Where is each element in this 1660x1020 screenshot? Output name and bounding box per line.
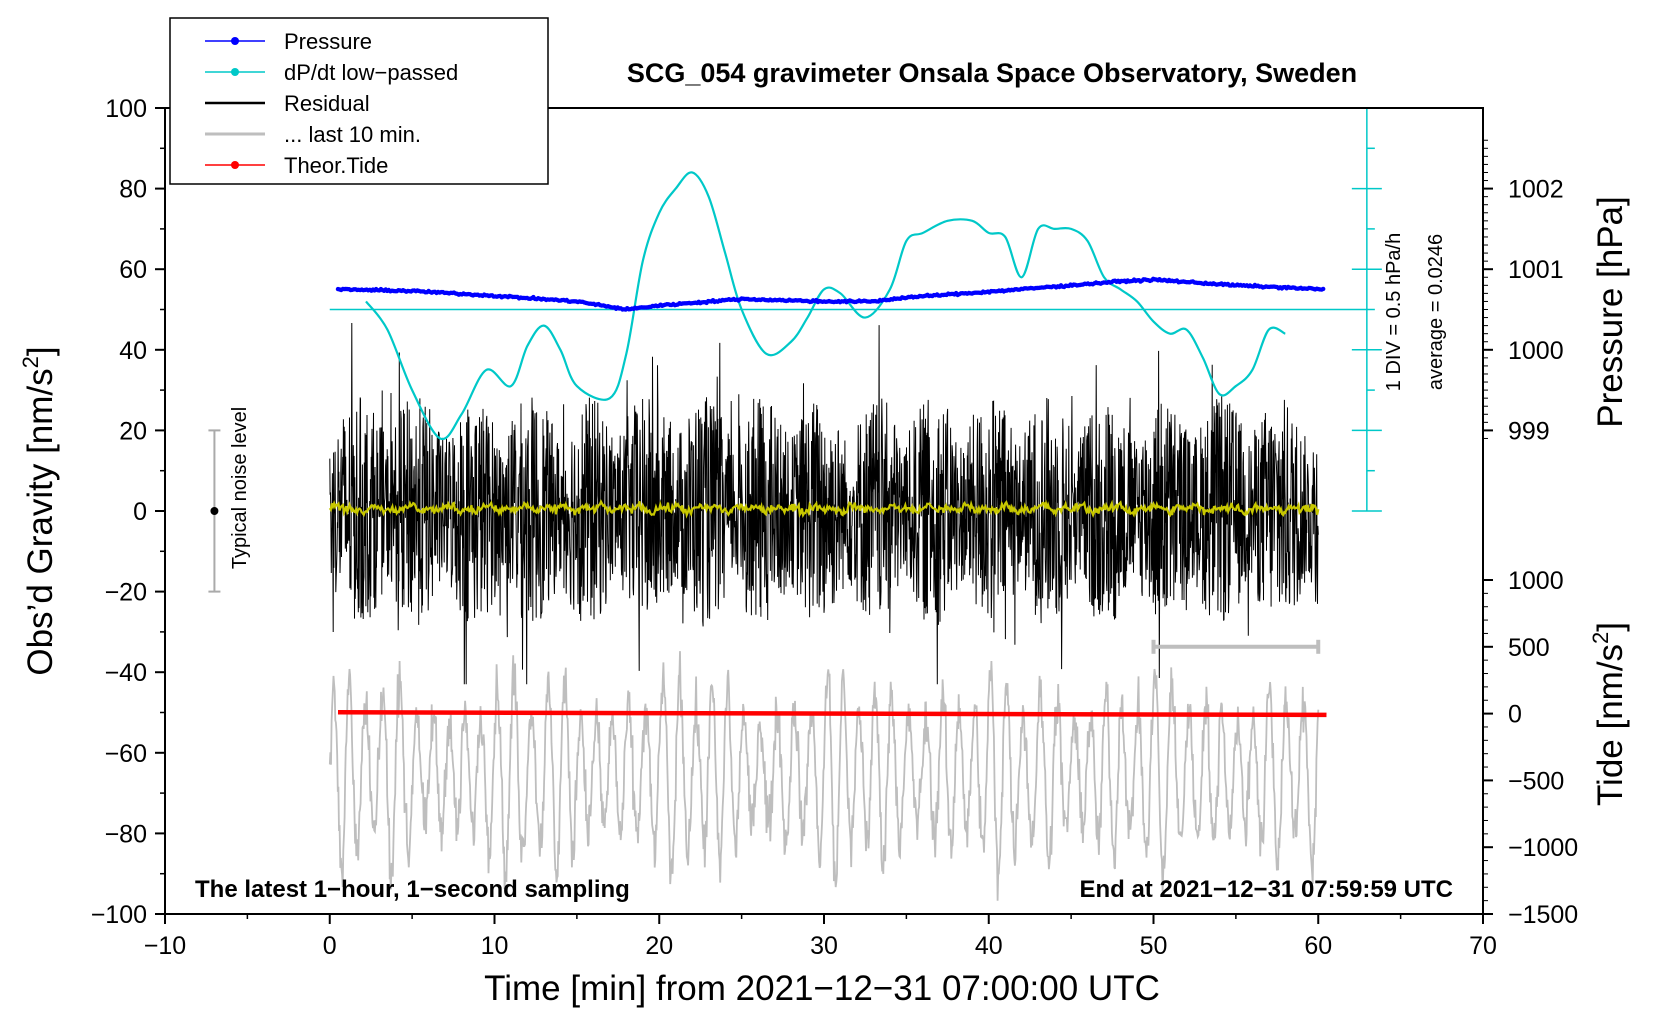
gravity-tick-label: −40 (105, 659, 147, 687)
x-tick-label: 0 (323, 932, 337, 960)
chart-title: SCG_054 gravimeter Onsala Space Observat… (627, 58, 1357, 88)
legend-label: dP/dt low−passed (284, 60, 458, 85)
legend-marker (231, 68, 239, 76)
pressure-tick-label: 999 (1508, 417, 1550, 445)
tide-tick-label: 0 (1508, 701, 1522, 729)
series-dpdt (365, 171, 1286, 441)
y-axis-label-tide: Tide [nm/s2] (1588, 622, 1630, 806)
x-tick-label: 50 (1140, 932, 1168, 960)
dpdt-scale-label: 1 DIV = 0.5 hPa/h (1383, 233, 1405, 391)
tick-labels: −10 0 10 20 30 40 50 60 70100806040200−20−40−60−… (91, 95, 1579, 960)
tide-tick-label: 500 (1508, 634, 1550, 662)
gravity-tick-label: −60 (105, 740, 147, 768)
tide-tick-label: −500 (1508, 767, 1564, 795)
legend-marker (231, 37, 239, 45)
gravity-tick-label: 40 (119, 337, 147, 365)
legend-label: Residual (284, 91, 370, 116)
x-tick-label: 70 (1469, 932, 1497, 960)
gravity-tick-label: 100 (105, 95, 147, 123)
gravity-tick-label: 0 (133, 498, 147, 526)
pressure-tick-label: 1002 (1508, 176, 1564, 204)
gravity-tick-label: −80 (105, 820, 147, 848)
legend-label: Pressure (284, 29, 372, 54)
tide-tick-label: 1000 (1508, 567, 1564, 595)
pressure-tick-label: 1000 (1508, 337, 1564, 365)
legend-box (169, 17, 549, 185)
gravity-tick-label: 20 (119, 417, 147, 445)
tide-tick-label: −1500 (1508, 901, 1578, 929)
x-tick-label: 40 (975, 932, 1003, 960)
annotation-end-time: End at 2021−12−31 07:59:59 UTC (1079, 876, 1453, 903)
legend: Pressure dP/dt low−passed Residual ... last… (169, 17, 549, 185)
gravity-tick-label: 80 (119, 176, 147, 204)
legend-marker (231, 161, 239, 169)
gravity-tick-label: −100 (91, 901, 147, 929)
series-last-10-min (328, 651, 1320, 901)
legend-label: ... last 10 min. (284, 122, 421, 147)
annotation-sampling: The latest 1−hour, 1−second sampling (195, 876, 630, 903)
noise-level-label: Typical noise level (229, 407, 251, 569)
pressure-point (1321, 286, 1326, 292)
noise-bar-point (210, 507, 219, 515)
x-axis-label: Time [min] from 2021−12−31 07:00:00 UTC (484, 969, 1160, 1008)
legend-label: Theor.Tide (284, 153, 388, 178)
data-series (208, 107, 1382, 901)
y-axis-label-pressure: Pressure [hPa] (1591, 196, 1630, 428)
x-tick-label: 30 (810, 932, 838, 960)
pressure-tick-label: 1001 (1508, 256, 1564, 284)
x-tick-label: 60 (1304, 932, 1332, 960)
y-axis-label-gravity: Obs’d Gravity [nm/s2] (18, 346, 60, 675)
gravity-tick-label: −20 (105, 579, 147, 607)
tide-tick-label: −1000 (1508, 834, 1578, 862)
gravity-tick-label: 60 (119, 256, 147, 284)
dpdt-average-label: average = 0.0246 (1425, 234, 1447, 390)
x-tick-label: −10 (144, 932, 186, 960)
plot-frame (164, 107, 1484, 915)
series-theor-tide (337, 710, 1327, 718)
series-residual-smoothed (328, 498, 1320, 519)
x-tick-label: 10 (481, 932, 509, 960)
series-residual (329, 322, 1319, 685)
x-tick-label: 20 (645, 932, 673, 960)
